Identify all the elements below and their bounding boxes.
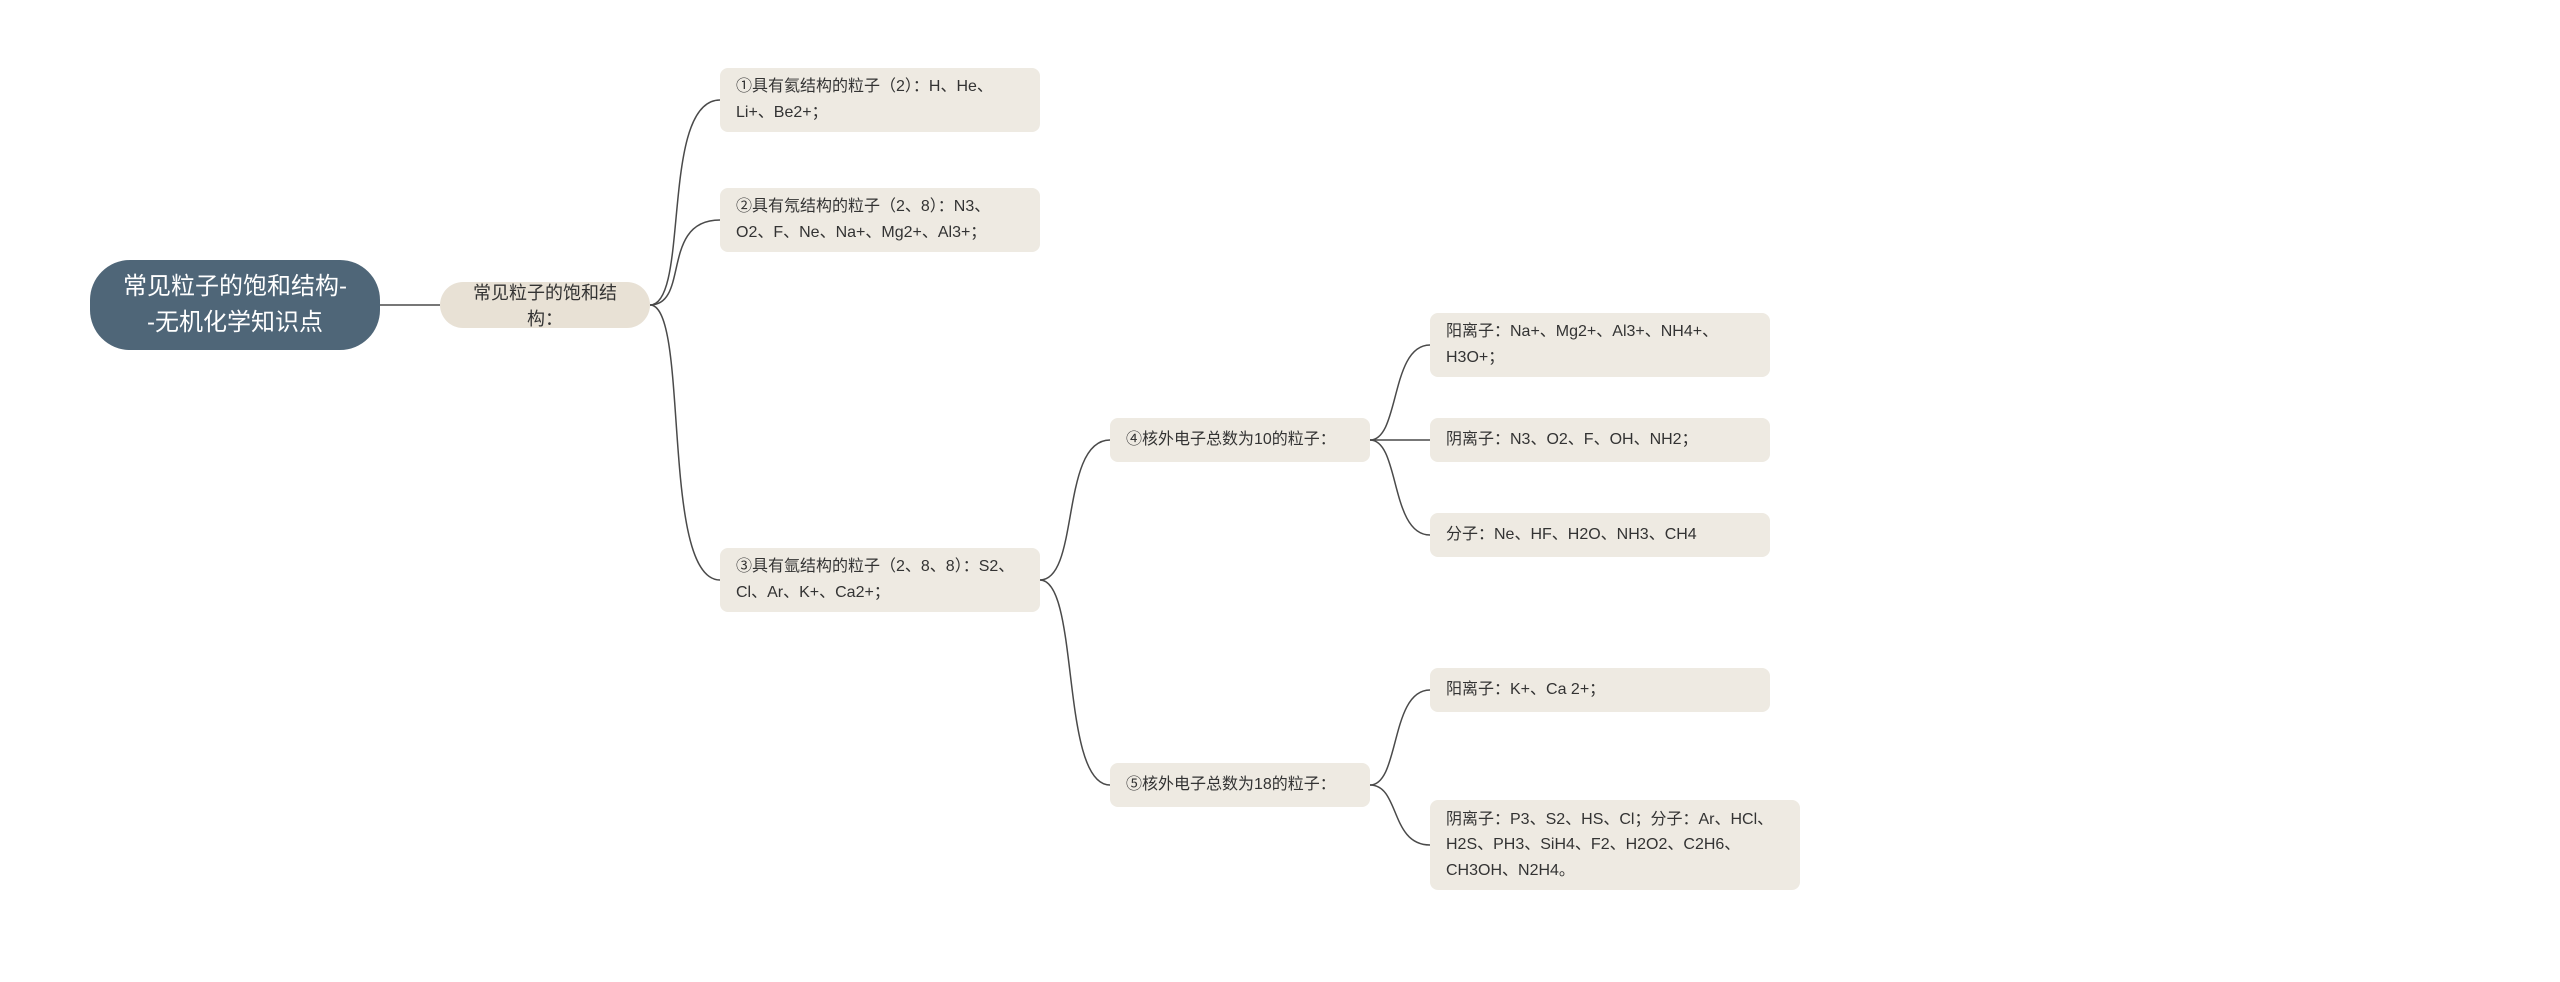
level2-item1-text: ①具有氦结构的粒子（2）：H、He、Li+、Be2+；	[736, 74, 1024, 125]
group18-cation-text: 阳离子：K+、Ca 2+；	[1446, 677, 1605, 703]
group18-anion-molecule-text: 阴离子：P3、S2、HS、Cl；分子：Ar、HCl、H2S、PH3、SiH4、F…	[1446, 807, 1784, 884]
group10-anion: 阴离子：N3、O2、F、OH、NH2；	[1430, 418, 1770, 462]
level2-item3: ③具有氩结构的粒子（2、8、8）：S2、Cl、Ar、K+、Ca2+；	[720, 548, 1040, 612]
group10-title: ④核外电子总数为10的粒子：	[1110, 418, 1370, 462]
group10-title-text: ④核外电子总数为10的粒子：	[1126, 427, 1336, 453]
group18-cation: 阳离子：K+、Ca 2+；	[1430, 668, 1770, 712]
level2-item3-text: ③具有氩结构的粒子（2、8、8）：S2、Cl、Ar、K+、Ca2+；	[736, 554, 1024, 605]
group10-cation-text: 阳离子：Na+、Mg2+、Al3+、NH4+、H3O+；	[1446, 319, 1754, 370]
connector-lines	[0, 0, 2560, 982]
level1-node: 常见粒子的饱和结构：	[440, 282, 650, 328]
root-node: 常见粒子的饱和结构--无机化学知识点	[90, 260, 380, 350]
level2-item1: ①具有氦结构的粒子（2）：H、He、Li+、Be2+；	[720, 68, 1040, 132]
level2-item2: ②具有氖结构的粒子（2、8）：N3、O2、F、Ne、Na+、Mg2+、Al3+；	[720, 188, 1040, 252]
group10-molecule: 分子：Ne、HF、H2O、NH3、CH4	[1430, 513, 1770, 557]
level1-text: 常见粒子的饱和结构：	[464, 279, 626, 331]
group18-title: ⑤核外电子总数为18的粒子：	[1110, 763, 1370, 807]
level2-item2-text: ②具有氖结构的粒子（2、8）：N3、O2、F、Ne、Na+、Mg2+、Al3+；	[736, 194, 1024, 245]
root-text: 常见粒子的饱和结构--无机化学知识点	[120, 269, 350, 341]
group10-molecule-text: 分子：Ne、HF、H2O、NH3、CH4	[1446, 522, 1697, 548]
group10-cation: 阳离子：Na+、Mg2+、Al3+、NH4+、H3O+；	[1430, 313, 1770, 377]
group18-anion-molecule: 阴离子：P3、S2、HS、Cl；分子：Ar、HCl、H2S、PH3、SiH4、F…	[1430, 800, 1800, 890]
group18-title-text: ⑤核外电子总数为18的粒子：	[1126, 772, 1336, 798]
group10-anion-text: 阴离子：N3、O2、F、OH、NH2；	[1446, 427, 1698, 453]
